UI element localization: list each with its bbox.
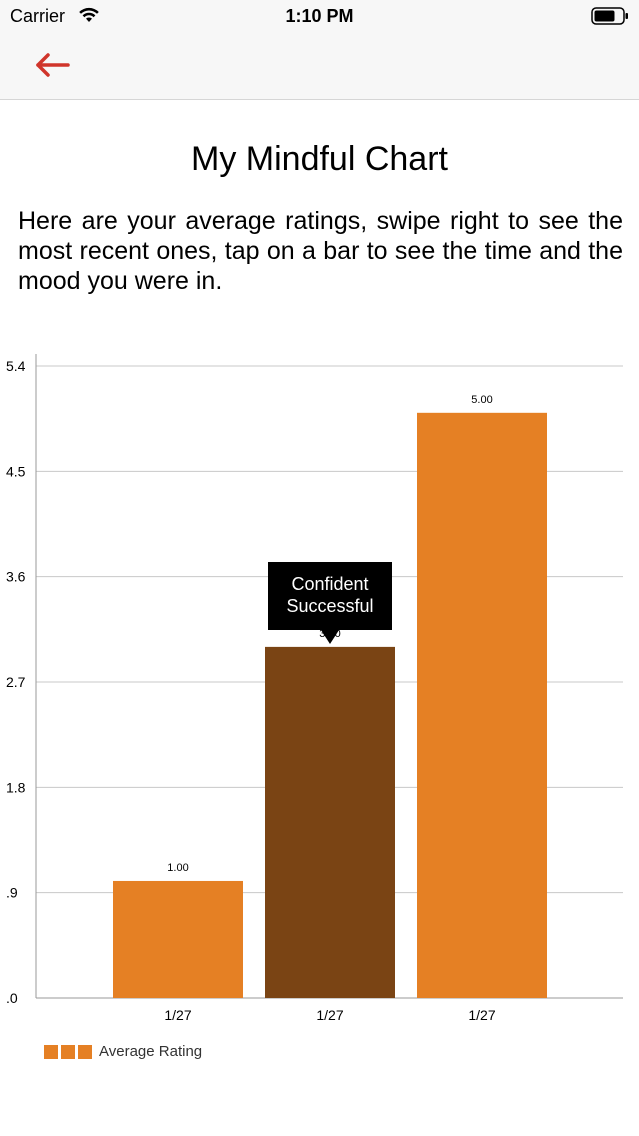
tooltip-pointer <box>321 630 339 644</box>
carrier-label: Carrier <box>10 6 66 26</box>
bar[interactable] <box>113 880 243 998</box>
y-tick-label: 1.8 <box>6 779 26 795</box>
y-tick-label: .9 <box>6 885 18 901</box>
intro-text: Here are your average ratings, swipe rig… <box>18 207 623 295</box>
y-tick-label: 3.6 <box>6 569 26 585</box>
wifi-icon <box>79 7 99 22</box>
data-label: 5.00 <box>471 394 492 406</box>
status-time: 1:10 PM <box>285 6 354 26</box>
bar[interactable] <box>417 412 547 998</box>
status-bar: Carrier 1:10 PM <box>0 0 639 32</box>
data-label: 1.00 <box>167 862 188 874</box>
bar-tooltip: Confident Successful <box>268 562 392 630</box>
y-tick-label: 5.4 <box>6 358 26 374</box>
legend-label: Average Rating <box>99 1043 203 1060</box>
y-tick-label: 2.7 <box>6 674 26 690</box>
tooltip-mood-2: Successful <box>286 596 374 616</box>
x-tick-label: 1/27 <box>316 1007 343 1023</box>
x-tick-label: 1/27 <box>468 1007 495 1023</box>
arrow-left-icon <box>36 53 70 77</box>
back-button[interactable] <box>26 46 80 86</box>
battery-icon <box>591 7 628 25</box>
navigation-bar <box>0 32 639 100</box>
legend-swatch <box>44 1045 58 1059</box>
tooltip-mood-1: Confident <box>291 574 369 594</box>
y-tick-label: .0 <box>6 990 18 1006</box>
legend-swatch <box>78 1045 92 1059</box>
y-tick-label: 4.5 <box>6 463 26 479</box>
x-tick-label: 1/27 <box>164 1007 191 1023</box>
legend-swatch <box>61 1045 75 1059</box>
bar-chart: .0.91.82.73.64.55.41.001/273.001/275.001… <box>6 354 623 1023</box>
page-title: My Mindful Chart <box>191 140 448 178</box>
bar[interactable] <box>265 646 395 998</box>
